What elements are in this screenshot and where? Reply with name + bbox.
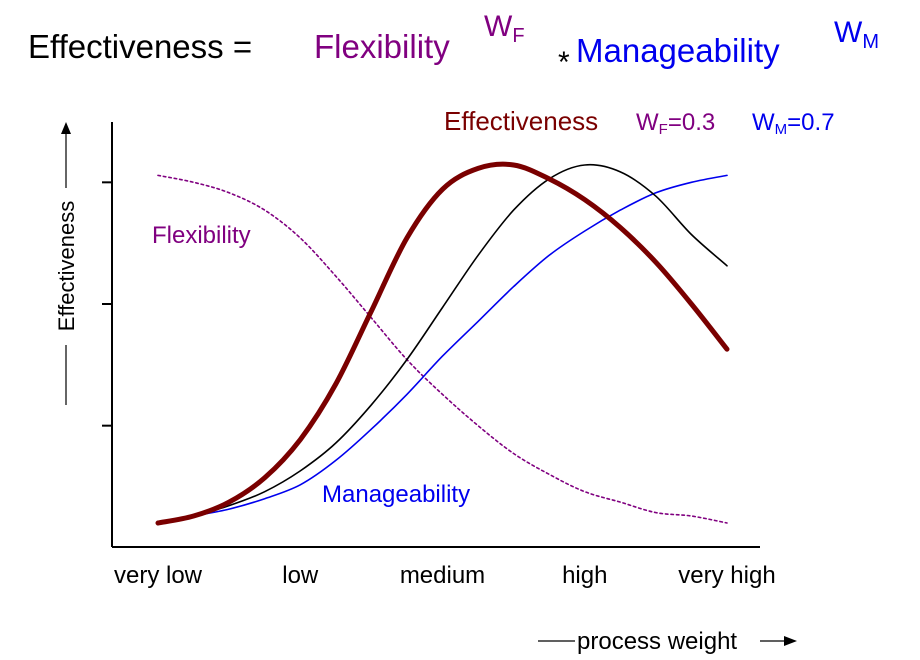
legend-wf-value: =0.3 <box>668 109 715 136</box>
x-axis-categories: very low low medium high very high <box>114 562 776 589</box>
y-axis-ticks <box>102 181 112 427</box>
formula-term-flexibility: Flexibility <box>314 28 450 65</box>
formula-operator: * <box>558 46 570 79</box>
series-line-flexibility <box>157 174 728 524</box>
series-line-effectiveness-bold <box>155 161 730 526</box>
y-axis-arrow-icon <box>61 122 71 134</box>
x-axis-label-group: process weight <box>538 628 797 655</box>
formula-exp2-main: W <box>834 16 863 49</box>
chart-series <box>155 161 730 526</box>
annotation-flexibility: Flexibility <box>152 222 251 249</box>
formula-exponent-wm: WM <box>834 16 879 53</box>
legend-wm: WM=0.7 <box>752 109 835 138</box>
x-tick-label-very-high: very high <box>678 562 775 589</box>
series-line-effectiveness-thin <box>157 163 728 524</box>
x-axis-label: process weight <box>577 628 737 655</box>
legend-wm-main: W <box>752 109 775 136</box>
formula-exp1-sub: F <box>512 25 524 47</box>
legend-wf-main: W <box>636 109 659 136</box>
y-axis-label-group: Effectiveness <box>54 122 79 405</box>
series-line-manageability <box>157 174 728 524</box>
formula-term-manageability: Manageability <box>576 32 780 69</box>
legend-wf: WF=0.3 <box>636 109 715 138</box>
formula-exponent-wf: WF <box>484 10 525 47</box>
formula-lhs: Effectiveness = <box>28 28 252 65</box>
x-tick-label-very-low: very low <box>114 562 203 589</box>
x-axis-arrow-icon <box>784 636 797 646</box>
formula-title: Effectiveness = Flexibility <box>28 28 450 65</box>
legend-effectiveness-label: Effectiveness <box>444 106 598 136</box>
y-axis-label: Effectiveness <box>54 201 79 331</box>
x-tick-label-medium: medium <box>400 562 485 589</box>
formula-exp2-sub: M <box>862 31 879 53</box>
x-tick-label-low: low <box>282 562 319 589</box>
formula-exp1-main: W <box>484 10 513 43</box>
x-tick-label-high: high <box>562 562 607 589</box>
legend-wm-sub: M <box>775 121 788 138</box>
legend-wf-sub: F <box>659 121 668 138</box>
legend-wm-value: =0.7 <box>787 109 834 136</box>
annotation-manageability: Manageability <box>322 481 470 508</box>
